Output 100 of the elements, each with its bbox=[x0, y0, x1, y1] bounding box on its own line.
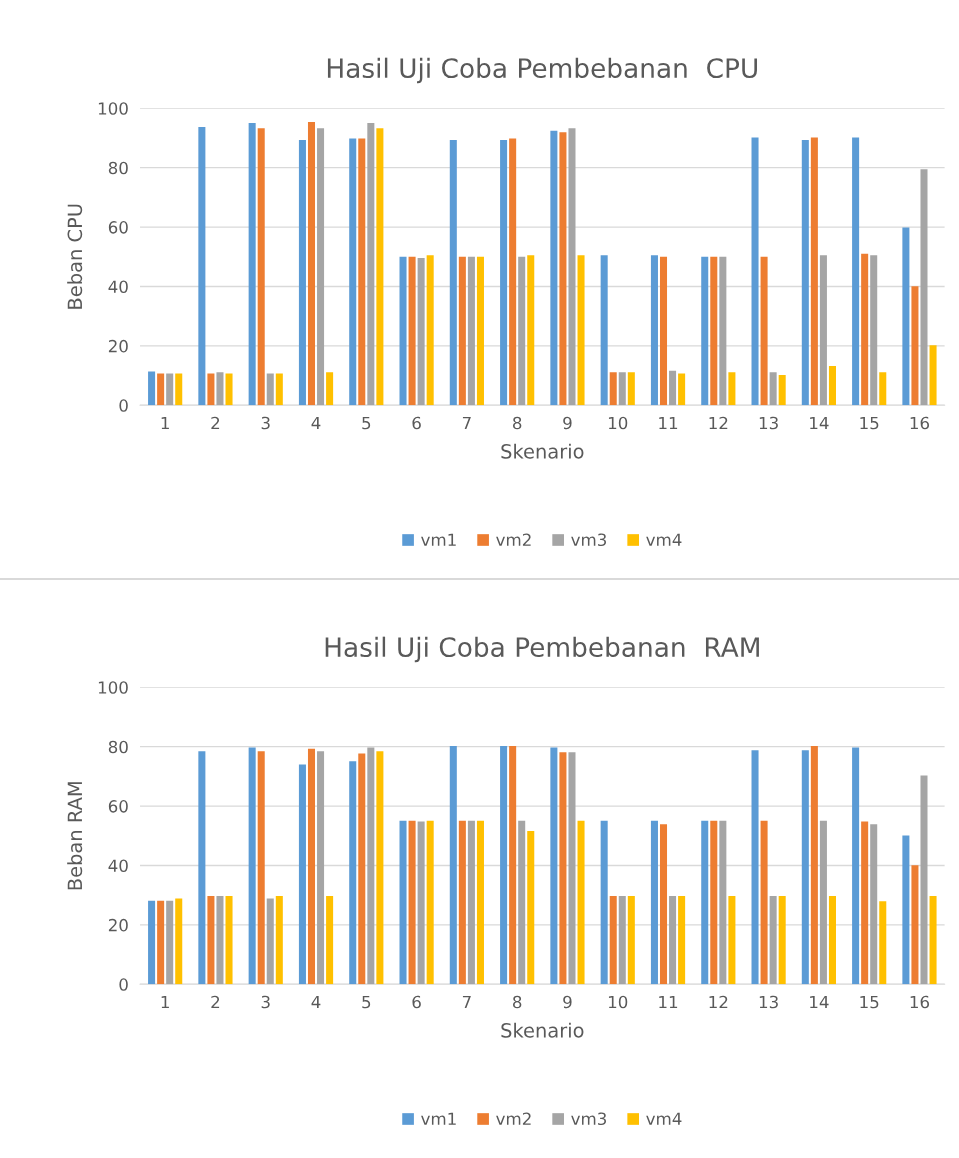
bar bbox=[801, 140, 809, 406]
x-tick-label: 4 bbox=[311, 995, 321, 1009]
x-tick-label: 1 bbox=[161, 995, 169, 1009]
bar bbox=[298, 140, 306, 406]
x-tick-label: 3 bbox=[261, 416, 270, 430]
x-tick-label: 1 bbox=[161, 416, 169, 430]
bar bbox=[216, 372, 224, 406]
bar bbox=[408, 256, 416, 406]
x-tick-label: 9 bbox=[563, 416, 572, 430]
bar bbox=[719, 820, 727, 985]
bar bbox=[266, 898, 274, 985]
x-tick-label: 5 bbox=[362, 416, 371, 430]
y-tick-label: 0 bbox=[119, 978, 128, 991]
bar bbox=[600, 820, 608, 985]
bar bbox=[819, 255, 827, 406]
x-tick-label: 14 bbox=[810, 995, 829, 1009]
x-tick-label: 3 bbox=[261, 995, 270, 1009]
bar bbox=[476, 820, 484, 985]
bar bbox=[719, 256, 727, 406]
bar bbox=[902, 227, 910, 406]
bar bbox=[760, 820, 768, 985]
bar bbox=[376, 751, 384, 985]
x-tick-label: 12 bbox=[709, 995, 728, 1009]
bar bbox=[399, 820, 407, 985]
bar bbox=[500, 746, 508, 985]
bar bbox=[426, 820, 434, 985]
y-tick-label: 40 bbox=[108, 280, 128, 294]
legend-label: vm1 bbox=[421, 1112, 456, 1125]
bar bbox=[275, 373, 283, 406]
bar bbox=[175, 373, 183, 406]
x-axis-title: Skenario bbox=[501, 1022, 584, 1038]
y-tick-label: 60 bbox=[108, 800, 128, 813]
bar bbox=[920, 169, 928, 406]
bar bbox=[751, 750, 759, 985]
bar bbox=[207, 896, 215, 985]
bar bbox=[216, 896, 224, 985]
bar bbox=[358, 753, 366, 985]
bar bbox=[527, 831, 535, 985]
x-tick-label: 2 bbox=[211, 416, 220, 430]
x-tick-label: 11 bbox=[659, 416, 678, 430]
x-tick-label: 7 bbox=[462, 995, 471, 1009]
bar bbox=[207, 373, 215, 406]
bar bbox=[920, 775, 928, 985]
x-tick-label: 10 bbox=[608, 416, 628, 430]
bar bbox=[627, 372, 635, 406]
bar bbox=[609, 896, 617, 985]
bar bbox=[728, 372, 736, 406]
bar bbox=[710, 256, 718, 406]
x-tick-label: 14 bbox=[810, 416, 829, 430]
bar bbox=[467, 820, 475, 985]
bar bbox=[326, 896, 334, 985]
x-tick-label: 11 bbox=[659, 995, 678, 1009]
bar bbox=[929, 896, 937, 985]
bar bbox=[911, 865, 919, 985]
x-tick-label: 12 bbox=[709, 416, 728, 430]
bar bbox=[426, 255, 434, 406]
bar bbox=[449, 140, 457, 406]
bar bbox=[568, 752, 576, 985]
bar bbox=[148, 900, 156, 985]
bar bbox=[417, 821, 425, 985]
bar bbox=[559, 132, 567, 406]
bar bbox=[879, 901, 887, 985]
bar bbox=[710, 820, 718, 985]
y-axis-title: Beban CPU bbox=[67, 204, 83, 309]
bar bbox=[358, 138, 366, 406]
x-tick-label: 8 bbox=[513, 416, 522, 430]
bar bbox=[618, 896, 626, 985]
bar bbox=[166, 900, 174, 985]
y-tick-label: 40 bbox=[108, 859, 128, 873]
y-tick-label: 20 bbox=[108, 918, 128, 932]
bar bbox=[728, 896, 736, 985]
chart-title: Hasil Uji Coba Pembebanan CPU bbox=[327, 57, 757, 84]
bar bbox=[509, 138, 517, 406]
bar bbox=[577, 820, 585, 985]
bar bbox=[157, 900, 165, 985]
x-tick-label: 13 bbox=[759, 416, 778, 430]
bar bbox=[861, 253, 869, 406]
bar bbox=[810, 746, 818, 985]
x-tick-label: 15 bbox=[860, 995, 879, 1009]
bar bbox=[801, 750, 809, 985]
y-tick-label: 80 bbox=[108, 740, 128, 754]
bar bbox=[408, 820, 416, 985]
y-tick-label: 20 bbox=[108, 339, 128, 353]
bar bbox=[257, 751, 265, 985]
x-tick-label: 15 bbox=[860, 416, 879, 430]
bar bbox=[929, 345, 937, 406]
bar bbox=[861, 821, 869, 985]
bar bbox=[911, 286, 919, 406]
bar bbox=[518, 256, 526, 406]
y-tick-label: 100 bbox=[98, 102, 128, 115]
y-tick-label: 60 bbox=[108, 221, 128, 234]
legend-label: vm4 bbox=[646, 1112, 682, 1125]
bar bbox=[198, 751, 206, 985]
bar bbox=[769, 896, 777, 985]
legend-label: vm4 bbox=[646, 533, 682, 546]
x-tick-label: 5 bbox=[362, 995, 371, 1009]
bar bbox=[326, 372, 334, 406]
bar bbox=[778, 896, 786, 985]
bar bbox=[550, 747, 558, 985]
bar bbox=[828, 896, 836, 985]
